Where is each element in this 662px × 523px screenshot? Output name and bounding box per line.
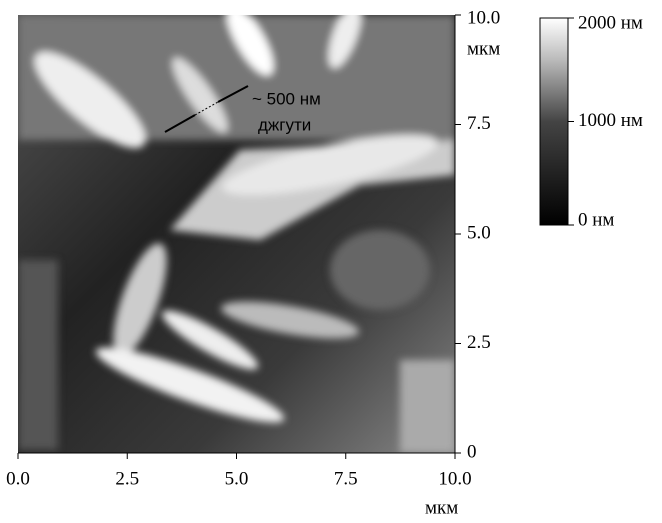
annotation: джгути xyxy=(258,115,311,134)
y-tick-label: 7.5 xyxy=(467,113,491,134)
colorbar-label: 0 нм xyxy=(578,209,614,230)
y-tick-label: 10.0 xyxy=(467,7,500,28)
colorbar xyxy=(540,18,568,225)
y-tick-label: 2.5 xyxy=(467,332,491,353)
page: {"chart_data": {"type": "image", "annota… xyxy=(0,0,662,523)
colorbar-label: 1000 нм xyxy=(578,110,643,131)
x-axis-label: мкм xyxy=(425,497,458,518)
colorbar-label: 2000 нм xyxy=(578,12,643,33)
y-tick-label: 0 xyxy=(467,441,477,462)
x-tick-label: 2.5 xyxy=(115,468,139,489)
x-tick-label: 0.0 xyxy=(6,468,30,489)
x-tick-label: 10.0 xyxy=(438,468,471,489)
chart: ~ 500 нм джгути мкм мкм 0.0 2.5 5.0 7.5 10.0… xyxy=(0,0,662,518)
y-tick-label: 5.0 xyxy=(467,222,491,243)
afm-image xyxy=(18,0,455,453)
x-tick-label: 5.0 xyxy=(225,468,249,489)
y-axis-label: мкм xyxy=(467,38,500,59)
annotation: ~ 500 нм xyxy=(252,89,321,108)
x-tick-label: 7.5 xyxy=(334,468,358,489)
